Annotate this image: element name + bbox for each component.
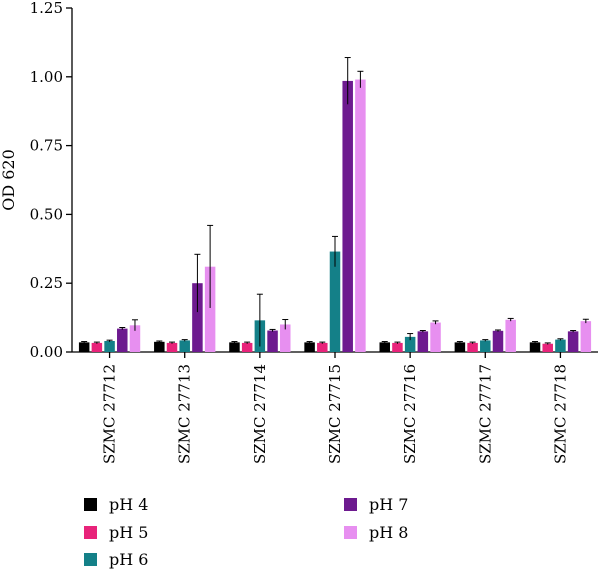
x-axis: SZMC 27712 SZMC 27713 SZMC 27714 SZMC 27715…: [72, 351, 598, 464]
x-tick-label: SZMC 27717: [476, 364, 494, 464]
bar: [342, 80, 353, 352]
bar: [304, 342, 315, 352]
y-tick-label: 0.50: [30, 205, 63, 223]
x-tick-label: SZMC 27714: [251, 364, 269, 464]
y-axis-label: OD 620: [0, 149, 18, 211]
bar: [492, 330, 504, 352]
y-tick-label: 0.25: [30, 274, 63, 292]
legend-label: pH 7: [369, 495, 408, 514]
bar: [355, 79, 366, 352]
bar: [317, 342, 328, 352]
bar: [567, 331, 579, 352]
y-tick-label: 0.00: [30, 343, 63, 361]
legend-label: pH 6: [109, 550, 148, 569]
bar: [480, 340, 491, 352]
bar: [241, 342, 253, 352]
x-tick-label: SZMC 27716: [401, 364, 419, 464]
legend-swatch: [344, 526, 357, 539]
bar: [129, 325, 141, 352]
bar: [555, 339, 566, 352]
legend-swatch: [84, 553, 97, 566]
x-tick-label: SZMC 27713: [176, 364, 194, 464]
bar: [154, 341, 165, 352]
legend-label: pH 5: [109, 523, 148, 542]
bar: [467, 342, 478, 352]
x-tick-label: SZMC 27718: [551, 364, 569, 464]
legend-swatch: [344, 498, 357, 511]
bar: [280, 324, 291, 352]
bar: [454, 342, 466, 352]
bar: [529, 342, 541, 352]
bar: [78, 342, 90, 352]
bars: [78, 79, 592, 352]
bar: [417, 331, 429, 352]
bar: [204, 266, 216, 352]
bar: [505, 319, 516, 352]
bar: [329, 251, 341, 352]
y-tick-label: 0.75: [30, 137, 63, 155]
bar: [430, 322, 441, 352]
legend-label: pH 4: [109, 495, 148, 514]
legend-label: pH 8: [369, 523, 408, 542]
legend: pH 4 pH 5 pH 6 pH 7 pH 8: [84, 495, 408, 569]
x-tick-label: SZMC 27715: [326, 364, 344, 464]
legend-swatch: [84, 526, 97, 539]
legend-swatch: [84, 498, 97, 511]
error-bars: [81, 57, 589, 347]
bar: [379, 342, 390, 352]
bar: [229, 342, 240, 352]
bar: [166, 342, 178, 352]
bar: [404, 336, 416, 352]
bar: [580, 321, 592, 352]
x-tick-label: SZMC 27712: [101, 364, 119, 464]
bar: [392, 342, 403, 352]
bar: [179, 340, 190, 352]
y-axis: 0.00 0.25 0.50 0.75 1.00 1.25: [30, 0, 73, 361]
bar: [192, 283, 203, 352]
bar: [267, 330, 278, 352]
y-tick-label: 1.00: [30, 68, 63, 86]
bar: [91, 342, 103, 352]
bar: [117, 328, 128, 352]
y-tick-label: 1.25: [30, 0, 63, 17]
bar: [542, 343, 553, 352]
bar: [104, 340, 115, 352]
